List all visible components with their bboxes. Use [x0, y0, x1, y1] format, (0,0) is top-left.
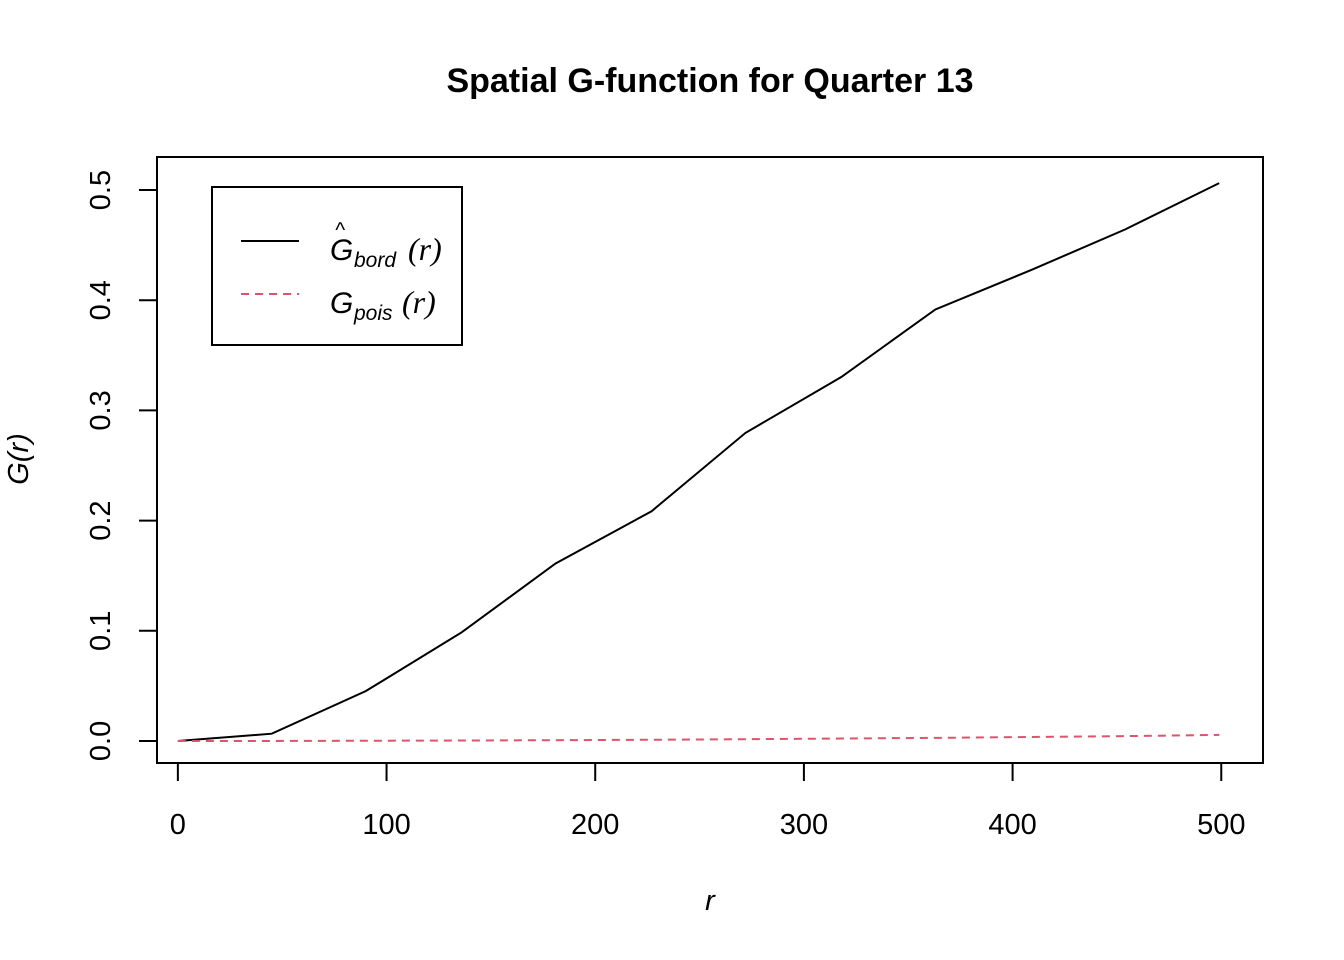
data-point-bord [461, 632, 463, 634]
y-axis: 0.0 0.1 0.2 0.3 0.4 0.5 [85, 170, 158, 761]
legend-box [211, 186, 463, 346]
x-axis-label: r [705, 885, 716, 917]
data-point-bord [841, 376, 843, 378]
legend-symbol-pois: G [330, 287, 353, 320]
data-point-bord [1218, 182, 1220, 184]
legend-argument-pois: (r) [402, 284, 436, 320]
data-point-pois [177, 740, 179, 742]
y-tick-label: 0.0 [85, 721, 117, 761]
legend-argument-bord: (r) [408, 231, 442, 267]
legend: G^bord (r)G pois (r) [211, 186, 463, 346]
series-bord [177, 182, 1220, 742]
chart-title: Spatial G-function for Quarter 13 [446, 62, 973, 100]
data-point-pois [1124, 735, 1126, 737]
series-pois [177, 733, 1220, 742]
data-point-bord [555, 563, 557, 565]
data-point-pois [555, 739, 557, 741]
y-tick-label: 0.2 [85, 500, 117, 540]
data-point-pois [841, 738, 843, 740]
data-point-pois [271, 740, 273, 742]
legend-entry-bord: G^ bord (r) [241, 219, 442, 272]
x-tick-label: 500 [1197, 809, 1245, 841]
data-point-pois [935, 737, 937, 739]
data-point-pois [651, 739, 653, 741]
y-tick-label: 0.4 [85, 280, 117, 320]
x-tick-label: 200 [571, 809, 619, 841]
x-tick-label: 400 [988, 809, 1036, 841]
legend-symbol-bord: G [330, 234, 353, 267]
x-tick-label: 100 [362, 809, 410, 841]
y-axis-label: G(r) [3, 433, 35, 485]
series-line-pois [177, 733, 1220, 742]
data-point-bord [1031, 269, 1033, 271]
data-point-pois [1218, 734, 1220, 736]
data-point-bord [271, 733, 273, 735]
data-point-bord [365, 690, 367, 692]
x-tick-label: 300 [780, 809, 828, 841]
legend-hat-bord: ^ [335, 219, 346, 242]
y-tick-label: 0.3 [85, 390, 117, 430]
data-point-bord [935, 309, 937, 311]
data-point-bord [651, 510, 653, 512]
data-point-pois [365, 740, 367, 742]
data-point-pois [1031, 736, 1033, 738]
y-tick-label: 0.1 [85, 611, 117, 651]
series-line-bord [177, 182, 1220, 742]
x-tick-label: 0 [170, 809, 186, 841]
data-point-bord [1124, 229, 1126, 231]
data-point-bord [745, 432, 747, 434]
legend-subscript-bord: bord [354, 249, 397, 272]
data-point-pois [461, 740, 463, 742]
data-point-pois [745, 738, 747, 740]
series-layer [177, 182, 1220, 742]
y-tick-label: 0.5 [85, 170, 117, 210]
legend-subscript-pois: pois [353, 302, 393, 325]
x-axis: 0 100 200 300 400 500 [170, 762, 1245, 841]
